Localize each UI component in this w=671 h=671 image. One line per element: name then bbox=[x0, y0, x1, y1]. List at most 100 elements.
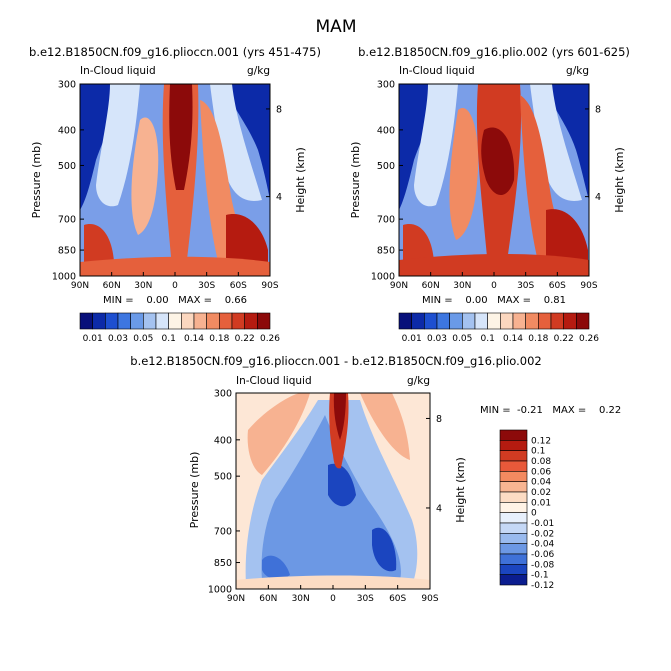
colorbar-swatch bbox=[398, 312, 412, 330]
colorbar-label: -0.1 bbox=[531, 571, 549, 581]
panel-1-units-label: g/kg bbox=[247, 65, 270, 77]
panel-3-title: b.e12.B1850CN.f09_g16.plioccn.001 - b.e1… bbox=[130, 354, 541, 368]
colorbar-swatch bbox=[499, 471, 528, 482]
colorbar-label: 0.04 bbox=[531, 478, 551, 488]
y-tick-label: 1000 bbox=[208, 585, 232, 596]
panel-1-contour-orange-left bbox=[131, 117, 159, 235]
x-tick-label: 30N bbox=[134, 281, 152, 291]
colorbar-swatch bbox=[499, 564, 528, 575]
colorbar-label: 0.08 bbox=[531, 457, 551, 467]
colorbar-swatch bbox=[462, 312, 476, 330]
colorbar-label: 0.14 bbox=[184, 334, 204, 344]
y-tick-label: 500 bbox=[58, 161, 76, 172]
colorbar-swatch bbox=[130, 312, 144, 330]
colorbar-label: 0.22 bbox=[554, 334, 574, 344]
x-tick-label: 60S bbox=[549, 281, 566, 291]
figure-title: MAM bbox=[316, 17, 357, 37]
colorbar-label: -0.01 bbox=[531, 519, 554, 529]
colorbar-swatch bbox=[181, 312, 195, 330]
panel-2: b.e12.B1850CN.f09_g16.plio.002 (yrs 601-… bbox=[349, 45, 630, 344]
panel-2-contour-left-low bbox=[403, 224, 434, 264]
colorbar-swatch bbox=[499, 533, 528, 544]
colorbar-swatch bbox=[219, 312, 233, 330]
panel-1-axes: 90N 60N 30N 0 30S 60S 90S 300 400 500 700 850 1000 8 4 bbox=[52, 80, 282, 292]
panel-3-y-axis-label: Pressure (mb) bbox=[188, 452, 201, 529]
panel-3-units-label: g/kg bbox=[407, 375, 430, 387]
height-tick-label: 8 bbox=[595, 104, 601, 115]
y-tick-label: 700 bbox=[377, 215, 395, 226]
x-tick-label: 0 bbox=[330, 594, 336, 604]
panel-2-contour-light-left bbox=[414, 84, 458, 207]
y-tick-label: 1000 bbox=[371, 272, 395, 283]
colorbar-label: 0.03 bbox=[108, 334, 128, 344]
colorbar-label: 0.26 bbox=[579, 334, 599, 344]
panel-1-contour-light-right bbox=[210, 84, 262, 201]
panel-2-contour-deep-blue-right bbox=[546, 84, 589, 200]
colorbar-label: 0.01 bbox=[402, 334, 422, 344]
height-tick-label: 4 bbox=[276, 192, 282, 203]
colorbar-swatch bbox=[79, 312, 93, 330]
colorbar-swatch bbox=[487, 312, 501, 330]
y-tick-label: 700 bbox=[214, 526, 232, 537]
panel-3-field bbox=[236, 393, 430, 589]
panel-3-colorbar: 0.120.10.080.060.040.020.010-0.01-0.02-0… bbox=[499, 429, 555, 591]
panel-3-contour-orange-left bbox=[247, 393, 310, 475]
colorbar-label: -0.02 bbox=[531, 529, 554, 539]
colorbar-swatch bbox=[499, 450, 528, 462]
y-tick-label: 500 bbox=[377, 161, 395, 172]
colorbar-label: 0.05 bbox=[452, 334, 472, 344]
colorbar-swatch bbox=[168, 312, 182, 330]
colorbar-label: -0.08 bbox=[531, 560, 555, 570]
colorbar-label: 0.03 bbox=[427, 334, 447, 344]
x-tick-label: 30N bbox=[292, 594, 310, 604]
x-tick-label: 90S bbox=[261, 281, 278, 291]
panel-3-contour-blue-right bbox=[372, 527, 397, 572]
height-tick-label: 4 bbox=[436, 503, 442, 514]
panel-1-contour-deep-blue-right bbox=[226, 84, 270, 200]
colorbar-label: 0.12 bbox=[531, 436, 551, 446]
panel-3-contour-surface-band bbox=[236, 575, 430, 589]
panel-1-colorbar: 0.01 0.03 0.05 0.1 0.14 0.18 0.22 0.26 bbox=[79, 312, 280, 344]
colorbar-label: 0.22 bbox=[235, 334, 255, 344]
panel-1-contour-right-arm bbox=[200, 100, 262, 270]
colorbar-swatch bbox=[499, 512, 528, 524]
colorbar-swatch bbox=[576, 312, 590, 330]
x-tick-label: 30S bbox=[357, 594, 374, 604]
colorbar-label: 0.1 bbox=[481, 334, 495, 344]
y-tick-label: 300 bbox=[377, 80, 395, 91]
x-tick-label: 90N bbox=[227, 594, 245, 604]
panel-3-variable-label: In-Cloud liquid bbox=[236, 375, 312, 387]
height-tick-label: 8 bbox=[436, 414, 442, 425]
colorbar-label: 0.1 bbox=[531, 447, 545, 457]
panel-1-contour-left-low bbox=[84, 224, 114, 264]
panel-2-units-label: g/kg bbox=[566, 65, 589, 77]
panel-2-contour-orange-left bbox=[449, 108, 479, 240]
panel-1-y-axis-label: Pressure (mb) bbox=[30, 142, 43, 219]
x-tick-label: 90N bbox=[390, 281, 408, 291]
x-tick-label: 30S bbox=[517, 281, 534, 291]
colorbar-swatch bbox=[499, 553, 528, 565]
colorbar-label: 0.18 bbox=[209, 334, 229, 344]
colorbar-swatch bbox=[499, 522, 528, 534]
colorbar-swatch bbox=[117, 312, 131, 330]
panel-3-axes: 90N 60N 30N 0 30S 60S 90S 300 400 500 700 850 1000 8 4 bbox=[208, 389, 442, 605]
colorbar-swatch bbox=[538, 312, 552, 330]
x-tick-label: 0 bbox=[172, 281, 178, 291]
panel-2-contour-deep-blue-left bbox=[399, 84, 446, 210]
colorbar-swatch bbox=[550, 312, 564, 330]
panel-3-contour-blue-center bbox=[328, 463, 356, 507]
colorbar-swatch bbox=[231, 312, 245, 330]
colorbar-label: 0.26 bbox=[260, 334, 280, 344]
colorbar-label: -0.12 bbox=[531, 581, 554, 591]
colorbar-label: 0.01 bbox=[531, 498, 551, 508]
x-tick-label: 60N bbox=[259, 594, 277, 604]
panel-2-contour-surface-band bbox=[399, 254, 589, 276]
colorbar-swatch bbox=[449, 312, 463, 330]
colorbar-swatch bbox=[411, 312, 425, 330]
x-tick-label: 60S bbox=[389, 594, 406, 604]
colorbar-swatch bbox=[105, 312, 119, 330]
colorbar-swatch bbox=[143, 312, 157, 330]
panel-1-contour-center-core bbox=[169, 84, 193, 190]
colorbar-label: -0.04 bbox=[531, 540, 555, 550]
